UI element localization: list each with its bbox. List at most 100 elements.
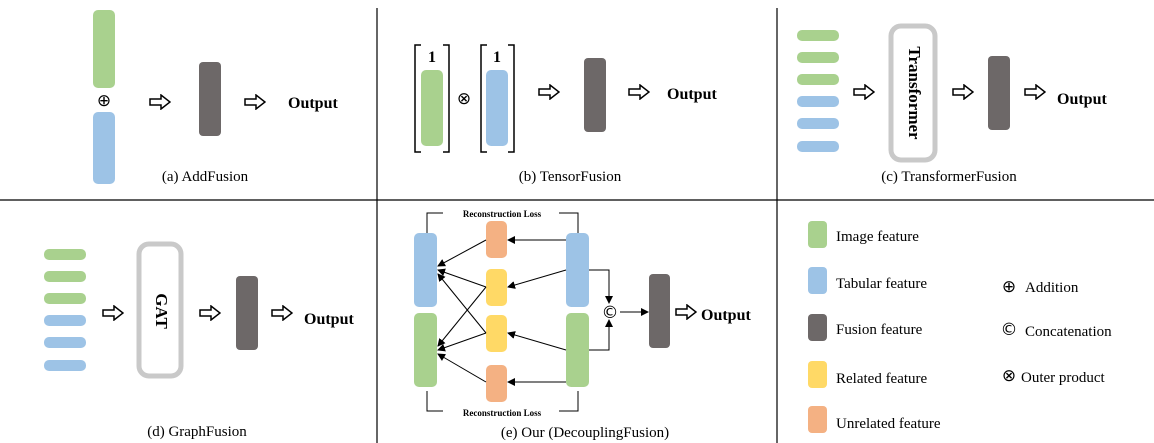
node-stack <box>44 249 86 371</box>
concatenation-icon: © <box>602 303 619 323</box>
tabular-token <box>797 96 839 107</box>
legend-item-image: Image feature <box>808 221 919 248</box>
image-feature-bar <box>93 10 115 88</box>
panel-decoupling-fusion: Reconstruction Loss Reconstruction Loss <box>414 209 751 441</box>
output-label: Output <box>701 307 751 324</box>
tabular-token <box>797 118 839 129</box>
tabular-feature-bar <box>93 112 115 184</box>
panel-caption: (c) TransformerFusion <box>881 169 1017 185</box>
image-node <box>44 249 86 260</box>
bracket-one-label: 1 <box>493 49 501 66</box>
panel-caption: (e) Our (DecouplingFusion) <box>501 425 669 441</box>
legend: Image feature Tabular feature Fusion fea… <box>808 221 1112 433</box>
outer-product-icon: ⊗ <box>457 89 471 109</box>
right-arrow-icon <box>199 305 221 321</box>
tabular-feature-bar <box>486 70 508 146</box>
legend-label: Fusion feature <box>836 322 923 338</box>
fusion-feature-bar <box>988 56 1010 130</box>
fusion-feature-bar <box>584 58 606 132</box>
reconstruction-loss-top: Reconstruction Loss <box>463 209 542 219</box>
gat-block <box>136 241 184 379</box>
image-token <box>797 52 839 63</box>
unrelated-feature-block <box>486 221 507 258</box>
right-arrow-icon <box>538 84 560 100</box>
tabular-feature-input <box>566 233 589 307</box>
image-vector-bracket: 1 <box>414 44 450 153</box>
image-feature-input <box>566 313 589 387</box>
tabular-node <box>44 337 86 348</box>
output-label: Output <box>1057 91 1107 108</box>
legend-label: Image feature <box>836 229 919 245</box>
panel-tensor-fusion: 1 ⊗ 1 Output (b) TensorFusion <box>414 44 717 185</box>
reconstructed-tabular-feature <box>414 233 437 307</box>
loss-bracket-top <box>559 212 579 233</box>
panel-caption: (b) TensorFusion <box>519 169 622 185</box>
transformer-label: Transformer <box>905 46 924 140</box>
legend-item-related: Related feature <box>808 361 928 388</box>
tabular-vector-bracket: 1 <box>480 44 515 153</box>
right-arrow-icon <box>1024 84 1046 100</box>
panel-caption: (a) AddFusion <box>162 169 249 185</box>
output-label: Output <box>304 311 354 328</box>
related-feature-block <box>486 269 507 306</box>
right-arrow-icon <box>675 304 697 320</box>
legend-item-fusion: Fusion feature <box>808 314 923 341</box>
tabular-node <box>44 315 86 326</box>
image-token <box>797 74 839 85</box>
image-node <box>44 271 86 282</box>
panel-dividers <box>0 8 1154 443</box>
unrelated-swatch <box>808 406 827 433</box>
image-feature-bar <box>421 70 443 146</box>
legend-label: Unrelated feature <box>836 416 941 432</box>
loss-bracket-bottom <box>559 391 579 412</box>
legend-item-concatenation: © Concatenation <box>1001 320 1113 340</box>
right-arrow-icon <box>628 84 650 100</box>
loss-bracket-top <box>426 212 443 233</box>
right-arrow-icon <box>853 84 875 100</box>
related-feature-block <box>486 315 507 352</box>
panel-graph-fusion: GAT Output (d) GraphFusion <box>44 241 354 440</box>
legend-item-unrelated: Unrelated feature <box>808 406 941 433</box>
token-stack <box>797 30 839 152</box>
loss-bracket-bottom <box>426 391 443 412</box>
right-arrow-icon <box>271 305 293 321</box>
reconstructed-image-feature <box>414 313 437 387</box>
legend-item-outer-product: ⊗ Outer product <box>1002 366 1106 386</box>
panel-caption: (d) GraphFusion <box>147 424 247 440</box>
legend-label: Addition <box>1025 280 1079 296</box>
outer-product-icon: ⊗ <box>1002 366 1016 386</box>
addition-icon: ⊕ <box>97 91 111 111</box>
right-arrow-icon <box>952 84 974 100</box>
output-label: Output <box>288 95 338 112</box>
image-node <box>44 293 86 304</box>
fusion-feature-bar <box>236 276 258 350</box>
gat-label: GAT <box>152 293 171 329</box>
fusion-feature-bar <box>199 62 221 136</box>
right-arrow-icon <box>102 305 124 321</box>
tabular-token <box>797 141 839 152</box>
transformer-block <box>888 23 938 163</box>
bracket-one-label: 1 <box>428 49 436 66</box>
reconstruction-loss-bottom: Reconstruction Loss <box>463 408 542 418</box>
tabular-swatch <box>808 267 827 294</box>
decoupling-arrows <box>437 236 613 386</box>
concatenation-icon: © <box>1001 320 1018 340</box>
right-arrow-icon <box>244 94 266 110</box>
legend-label: Tabular feature <box>836 276 927 292</box>
fusion-swatch <box>808 314 827 341</box>
legend-label: Related feature <box>836 371 928 387</box>
legend-label: Outer product <box>1021 370 1106 386</box>
tabular-node <box>44 360 86 371</box>
panel-add-fusion: ⊕ Output (a) AddFusion <box>93 10 338 185</box>
image-swatch <box>808 221 827 248</box>
unrelated-feature-block <box>486 365 507 402</box>
addition-icon: ⊕ <box>1002 277 1016 297</box>
legend-item-addition: ⊕ Addition <box>1002 277 1079 297</box>
legend-item-tabular: Tabular feature <box>808 267 927 294</box>
related-swatch <box>808 361 827 388</box>
panel-transformer-fusion: Transformer Output (c) TransformerFusion <box>797 23 1107 185</box>
right-arrow-icon <box>149 94 171 110</box>
fusion-feature-bar <box>649 274 670 348</box>
image-token <box>797 30 839 41</box>
